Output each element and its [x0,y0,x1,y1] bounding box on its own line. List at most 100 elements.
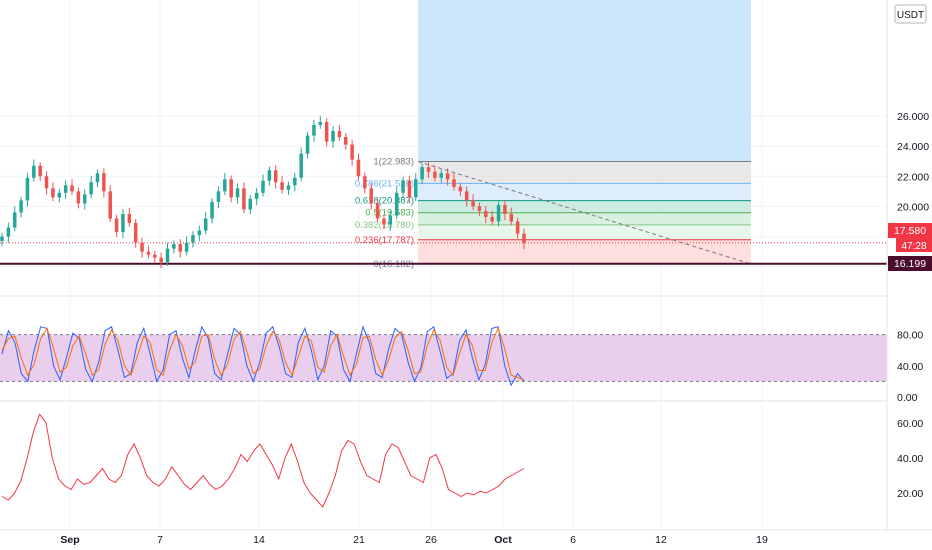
osc-tick-label: 20.00 [897,488,923,500]
stoch-tick-label: 80.00 [897,330,923,342]
time-tick-label: 12 [655,534,667,546]
candle-body [426,167,431,172]
fib-level-label: 0.236(17.787) [355,235,414,246]
candle-body [178,244,182,252]
fib-level-label: 0.786(21.528) [355,178,414,189]
fib-trend-line [417,160,752,265]
currency-button[interactable]: USDT [894,4,927,24]
last-price-badge: 17.580 [888,223,932,238]
candle-body [89,182,93,195]
candle-body [242,188,246,210]
candle-body [509,213,514,222]
candle-body [286,185,291,190]
candle-body [356,159,361,177]
time-tick-label: Sep [60,534,79,546]
candle-body [133,223,138,243]
candle-body [172,244,176,249]
candle-body [235,188,240,198]
candle-body [407,180,412,198]
fib-zone-band [418,239,751,264]
candle-body [210,201,214,219]
time-tick-label: 19 [756,534,768,546]
candle-body [324,121,329,142]
candle-body [70,185,74,192]
candle-body [414,179,418,198]
candle-body [484,210,488,217]
fib-level-label: 1(22.983) [373,156,414,167]
stoch-band [0,334,887,382]
candle-body [522,233,526,243]
candle-body [305,135,310,154]
candle-body [363,176,367,189]
candle-body [445,173,450,180]
candle-body [490,216,494,222]
candle-body [515,221,520,234]
candle-body [6,227,11,237]
candle-body [57,192,62,198]
fib-zones [418,0,751,264]
candle-body [293,177,297,186]
candle-body [203,218,208,231]
oscillator-line [1,413,525,508]
candle-body [433,171,437,178]
stoch-k-line [1,325,525,387]
price-tick-label: 24.000 [897,141,929,153]
candle-body [229,179,233,198]
candle-body [273,170,278,183]
stoch-tick-label: 40.00 [897,361,923,373]
candle-body [464,191,469,201]
candle-body [496,204,501,222]
time-tick-label: 21 [353,534,365,546]
candle-body [184,242,189,252]
candle-body [108,191,112,219]
candle-body [19,200,23,213]
stoch-d-line [1,327,525,381]
fib-target-zone [418,0,751,162]
fib-zone-band [418,224,751,240]
candle-body [248,198,253,210]
candle-body [267,170,272,181]
candle-body [394,192,399,216]
fib-zone-band [418,212,751,225]
candle-body [25,177,30,201]
candle-body [140,242,144,252]
candle-body [452,179,456,187]
stochastic-panel [0,325,887,387]
candle-body [503,204,507,214]
candle-body [127,213,132,224]
fib-level-label: 0.5(19.583) [365,208,414,219]
candle-body [458,186,463,192]
osc-tick-label: 40.00 [897,453,923,465]
candle-body [44,176,49,189]
candles-layer [0,115,526,269]
candle-body [312,124,316,136]
fib-zone-band [418,183,751,201]
support-price-badge: 16.199 [888,256,932,271]
stoch-tick-label: 0.00 [897,392,918,404]
axes-layer [0,0,932,531]
candle-body [216,191,221,202]
last-price-label: 17.580 [894,225,926,237]
candle-body [331,131,335,142]
candle-body [12,212,17,228]
osc-tick-label: 60.00 [897,418,923,430]
candle-body [95,173,100,183]
candle-body [63,185,68,193]
candle-body [337,131,342,138]
candle-body [165,248,170,263]
time-tick-label: Oct [494,534,512,546]
candle-body [388,215,393,225]
candle-body [114,218,119,233]
time-tick-label: 7 [157,534,163,546]
candle-body [318,121,323,125]
candle-body [159,257,163,263]
candle-body [369,188,373,204]
candle-body [146,251,151,255]
candle-body [102,173,106,192]
candle-body [153,254,157,258]
countdown-badge: 47:28 [896,238,932,252]
candle-body [0,236,4,242]
time-tick-label: 26 [425,534,437,546]
candle-body [375,203,380,219]
